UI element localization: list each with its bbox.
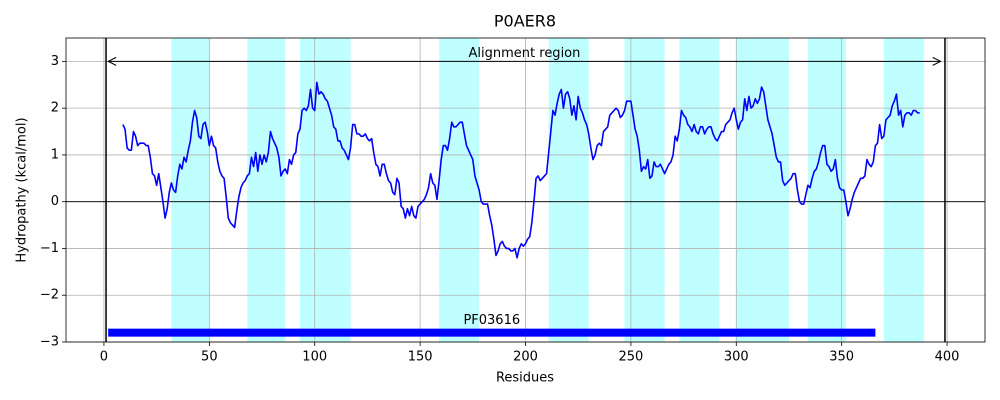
y-tick-label: −1 <box>40 241 59 256</box>
tm-region <box>679 38 720 342</box>
x-tick-label: 50 <box>201 350 218 365</box>
x-tick-label: 300 <box>724 350 749 365</box>
domain-bar <box>108 328 876 337</box>
x-tick-label: 200 <box>513 350 538 365</box>
y-axis-label: Hydropathy (kcal/mol) <box>15 117 30 262</box>
alignment-label: Alignment region <box>469 46 581 61</box>
x-tick-label: 0 <box>100 350 108 365</box>
y-tick-label: −2 <box>40 288 59 303</box>
y-tick-label: −3 <box>40 335 59 350</box>
tm-region <box>883 38 924 342</box>
tm-region <box>439 38 480 342</box>
hydropathy-line <box>122 81 920 259</box>
x-tick-label: 250 <box>618 350 643 365</box>
y-tick-label: 2 <box>51 101 59 116</box>
tm-region <box>736 38 789 342</box>
tm-region <box>299 38 351 342</box>
domain-label: PF03616 <box>463 313 520 328</box>
plot-frame <box>65 37 986 343</box>
tm-region <box>807 38 846 342</box>
tm-region <box>247 38 286 342</box>
x-tick-label: 350 <box>829 350 854 365</box>
y-tick-label: 0 <box>51 194 59 209</box>
tm-region <box>548 38 589 342</box>
y-tick-label: 3 <box>51 54 59 69</box>
x-tick-label: 400 <box>935 350 960 365</box>
chart-title: P0AER8 <box>494 12 556 31</box>
x-tick-label: 100 <box>302 350 327 365</box>
x-axis-label: Residues <box>496 371 554 386</box>
y-tick-label: 1 <box>51 147 59 162</box>
x-tick-label: 150 <box>408 350 433 365</box>
tm-region <box>171 38 210 342</box>
